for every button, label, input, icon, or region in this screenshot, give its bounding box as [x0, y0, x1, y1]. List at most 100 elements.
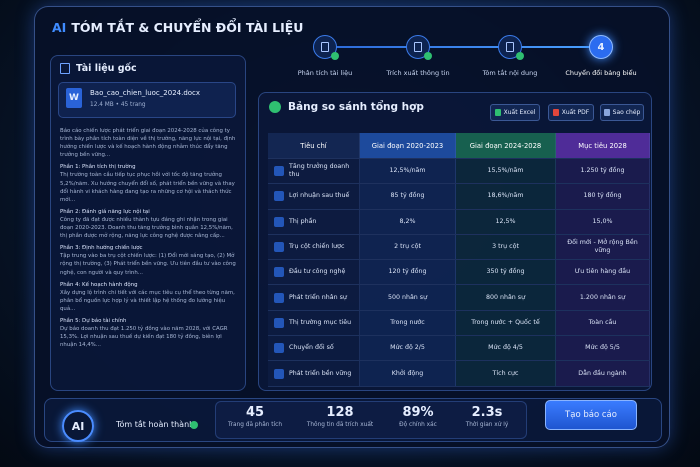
table-cell: Tăng trưởng doanh thu [268, 159, 360, 184]
table-row: Thị trường mục tiêu Trong nước Trong nước … [268, 310, 650, 337]
section-heading: Phần 1: Phân tích thị trường [60, 164, 136, 171]
value: 1.200 nhân sự [579, 293, 626, 301]
footer-status: Tóm tắt hoàn thành [116, 420, 195, 429]
step-line [325, 46, 601, 48]
section-heading: Phần 5: Dự báo tài chính [60, 317, 127, 324]
section-text: Dự báo doanh thu đạt 1.250 tỷ đồng vào n… [60, 326, 228, 349]
action-button[interactable]: Xuất PDF [548, 104, 594, 121]
step-circle [313, 35, 337, 59]
action-button[interactable]: Sao chép [600, 104, 644, 121]
criterion: Đầu tư công nghệ [289, 268, 346, 276]
table-row: Đầu tư công nghệ 120 tỷ đồng 350 tỷ đồng Ưu… [268, 260, 650, 286]
table-row: Phát triển bền vững Khởi động Tích cực Dẫn … [268, 361, 650, 387]
table-cell: 15,0% [556, 209, 650, 234]
table-cell: Thị phần [268, 209, 360, 234]
criterion: Trụ cột chiến lược [289, 243, 345, 251]
section-text: Tập trung vào ba trụ cột chiến lược: (1)… [60, 253, 236, 276]
word-icon: W [66, 88, 82, 108]
table-cell: Chuyển đổi số [268, 336, 360, 361]
value: Dẫn đầu ngành [578, 369, 627, 377]
table-cell: 8,2% [360, 209, 456, 234]
header-badge: AI [52, 20, 67, 35]
stat: 89% Độ chính xác [379, 405, 457, 428]
table-cell: Phát triển bền vững [268, 361, 360, 386]
table-cell: Lợi nhuận sau thuế [268, 184, 360, 209]
step-label: Trích xuất thông tin [386, 69, 450, 77]
table-cell: 1.250 tỷ đồng [556, 159, 650, 184]
table-row: Tăng trưởng doanh thu 12,5%/năm 15,5%/năm 1… [268, 159, 650, 185]
criterion: Tăng trưởng doanh thu [289, 163, 350, 179]
section-heading: Phần 4: Kế hoạch hành động [60, 281, 138, 288]
table-cell: Trụ cột chiến lược [268, 234, 360, 260]
create-report-button[interactable]: Tạo báo cáo [545, 400, 637, 430]
table-cell: 350 tỷ đồng [456, 260, 556, 285]
table-cell: Thị trường mục tiêu [268, 310, 360, 336]
header-cell: Mục tiêu 2028 [556, 133, 650, 158]
table-cell: Tích cực [456, 361, 556, 386]
step-circle: 4 [589, 35, 613, 59]
section-heading: Phần 2: Đánh giá năng lực nội tại [60, 208, 150, 215]
step-icon [321, 42, 329, 52]
criterion: Lợi nhuận sau thuế [289, 192, 350, 200]
stat-value: 45 [245, 405, 265, 420]
action-icon [552, 109, 559, 116]
value: Mức độ 5/5 [585, 344, 620, 352]
table-cell: Trong nước + Quốc tế [456, 310, 556, 336]
file-name: Bao_cao_chien_luoc_2024.docx [90, 89, 201, 97]
table-cell: 15,5%/năm [456, 159, 556, 184]
section-text: Thị trường toàn cầu tiếp tục phục hồi vớ… [60, 172, 235, 203]
header: AI TÓM TẮT & CHUYỂN ĐỔI TÀI LIỆU [52, 20, 303, 35]
value: Mức độ 4/5 [488, 344, 523, 352]
table-cell: Đổi mới - Mở rộng Bền vững [556, 234, 650, 260]
value: 3 trụ cột [492, 243, 519, 251]
step-icon [414, 42, 422, 52]
source-text: Báo cáo chiến lược phát triển giai đoạn … [60, 127, 238, 349]
table-cell: 12,5%/năm [360, 159, 456, 184]
action-button[interactable]: Xuất Excel [490, 104, 540, 121]
table-row: Chuyển đổi số Mức độ 2/5 Mức độ 4/5 Mức độ … [268, 336, 650, 362]
step-circle [498, 35, 522, 59]
value: Mức độ 2/5 [390, 344, 425, 352]
footer-badge: AI [62, 410, 94, 442]
row-icon [274, 343, 284, 354]
table-cell: 18,6%/năm [456, 184, 556, 209]
stat-value: 128 [326, 405, 354, 420]
value: 85 tỷ đồng [390, 192, 425, 200]
value: 8,2% [399, 217, 416, 225]
stat-label: Thời gian xử lý [465, 422, 509, 428]
intro: Báo cáo chiến lược phát triển giai đoạn … [60, 128, 236, 159]
action-label: Xuất PDF [561, 109, 590, 116]
file-card[interactable] [58, 82, 236, 118]
value: 15,0% [592, 217, 613, 225]
value: 120 tỷ đồng [388, 268, 427, 276]
step-check [331, 52, 339, 60]
source-title: Tài liệu gốc [76, 63, 137, 74]
header-row: Tiêu chí Giai đoạn 2020-2023 Giai đoạn 202… [268, 133, 650, 159]
step-check [424, 52, 432, 60]
value: 500 nhân sự [387, 293, 428, 301]
row-icon [274, 216, 284, 227]
stat-label: Trang đã phân tích [227, 422, 283, 428]
table-cell: Khởi động [360, 361, 456, 386]
action-icon [603, 109, 610, 116]
stat-value: 89% [402, 405, 434, 420]
table-cell: Mức độ 4/5 [456, 336, 556, 361]
step-label: Phân tích tài liệu [297, 69, 353, 77]
section-text: Công ty đã đạt được nhiều thành tựu đáng… [60, 216, 233, 240]
header-cell: Giai đoạn 2020-2023 [360, 133, 456, 158]
table-cell: 2 trụ cột [360, 234, 456, 260]
value: 180 tỷ đồng [583, 192, 622, 200]
table-row: Phát triển nhân sự 500 nhân sự 800 nhân sự… [268, 285, 650, 311]
header-cell: Tiêu chí [268, 133, 360, 158]
table-cell: Đầu tư công nghệ [268, 260, 360, 285]
value: Đổi mới - Mở rộng Bền vững [567, 239, 638, 255]
criterion: Phát triển nhân sự [289, 293, 347, 301]
value: 350 tỷ đồng [486, 268, 525, 276]
row-icon [274, 242, 284, 253]
status-check [190, 421, 198, 429]
value: Khởi động [391, 369, 424, 377]
value: 12,5%/năm [389, 167, 426, 175]
value: 800 nhân sự [485, 293, 526, 301]
table-row: Trụ cột chiến lược 2 trụ cột 3 trụ cột Đổi … [268, 234, 650, 261]
table-cell: 3 trụ cột [456, 234, 556, 260]
